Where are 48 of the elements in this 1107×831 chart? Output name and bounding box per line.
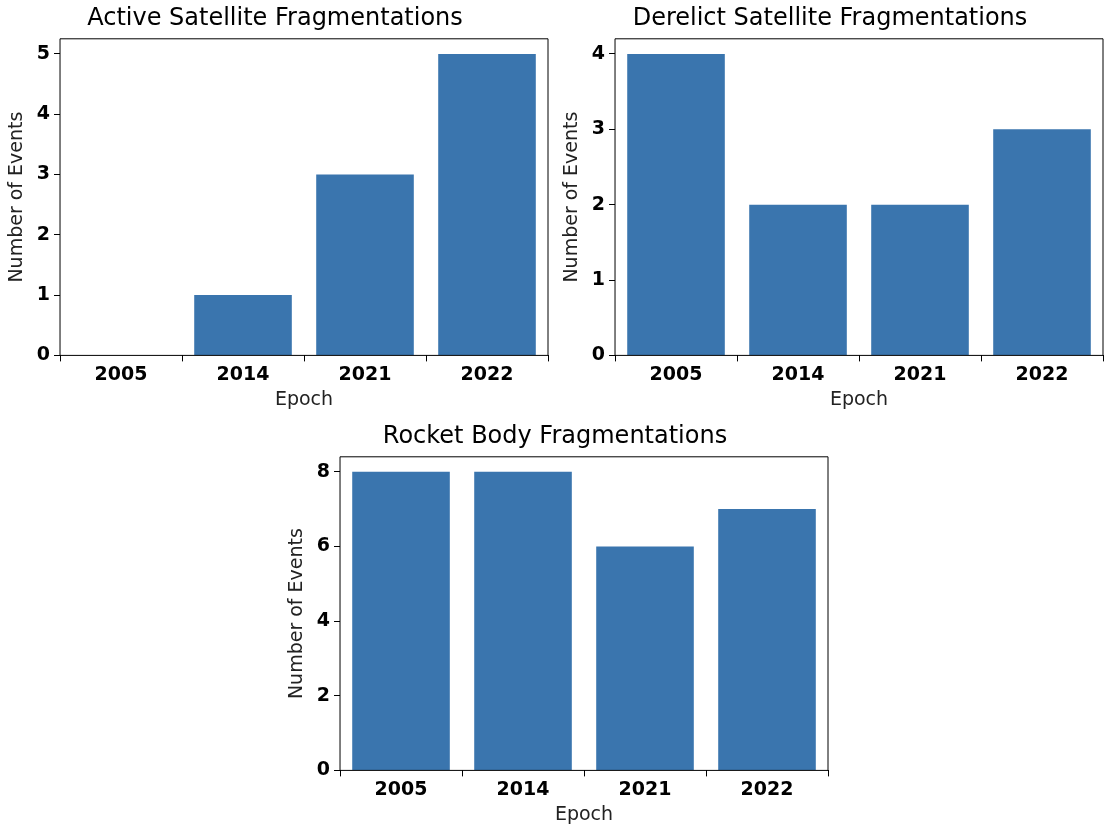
y-tick-label: 0	[36, 342, 51, 365]
bar	[316, 174, 414, 355]
x-tick-label: 2005	[374, 776, 428, 799]
bar	[438, 53, 536, 355]
bar	[718, 509, 816, 770]
x-tick-label: 2022	[740, 776, 794, 799]
y-tick-label: 2	[36, 221, 51, 244]
y-tick-label: 0	[591, 342, 606, 365]
y-tick-label: 5	[36, 40, 51, 63]
x-tick-label: 2005	[94, 361, 148, 384]
x-tick-label: 2005	[649, 361, 703, 384]
y-tick-label: 0	[316, 757, 331, 780]
y-tick-label: 4	[36, 101, 51, 124]
y-tick-label: 8	[316, 458, 331, 481]
bar	[993, 129, 1091, 355]
y-tick-label: 1	[36, 282, 51, 305]
y-axis-title: Number of Events	[559, 111, 582, 283]
y-tick-label: 4	[316, 608, 331, 630]
y-tick-label: 6	[316, 533, 331, 556]
chart-title: Rocket Body Fragmentations	[382, 420, 728, 449]
bar	[749, 204, 847, 355]
y-axis-title: Number of Events	[284, 528, 307, 700]
y-axis-title: Number of Events	[4, 111, 27, 283]
x-tick-label: 2021	[618, 776, 672, 799]
y-tick-label: 3	[591, 116, 606, 139]
x-axis-title: Epoch	[554, 801, 614, 824]
bar	[352, 471, 450, 770]
x-axis-title: Epoch	[829, 386, 889, 409]
x-tick-label: 2022	[460, 361, 514, 384]
bar	[596, 546, 694, 770]
y-tick-label: 4	[591, 40, 606, 63]
y-tick-label: 2	[591, 191, 606, 214]
x-tick-label: 2014	[496, 776, 550, 799]
bar	[474, 471, 572, 770]
bar	[627, 53, 725, 355]
bar	[194, 295, 292, 355]
y-tick-label: 2	[316, 682, 331, 705]
x-tick-label: 2021	[893, 361, 947, 384]
bar	[871, 204, 969, 355]
chart-title: Active Satellite Fragmentations	[87, 2, 463, 31]
x-tick-label: 2021	[338, 361, 392, 384]
y-tick-label: 3	[36, 161, 51, 184]
y-tick-label: 1	[591, 266, 606, 289]
chart-title: Derelict Satellite Fragmentations	[632, 2, 1028, 31]
x-tick-label: 2014	[216, 361, 270, 384]
x-tick-label: 2014	[771, 361, 825, 384]
x-tick-label: 2022	[1015, 361, 1069, 384]
x-axis-title: Epoch	[274, 386, 334, 409]
